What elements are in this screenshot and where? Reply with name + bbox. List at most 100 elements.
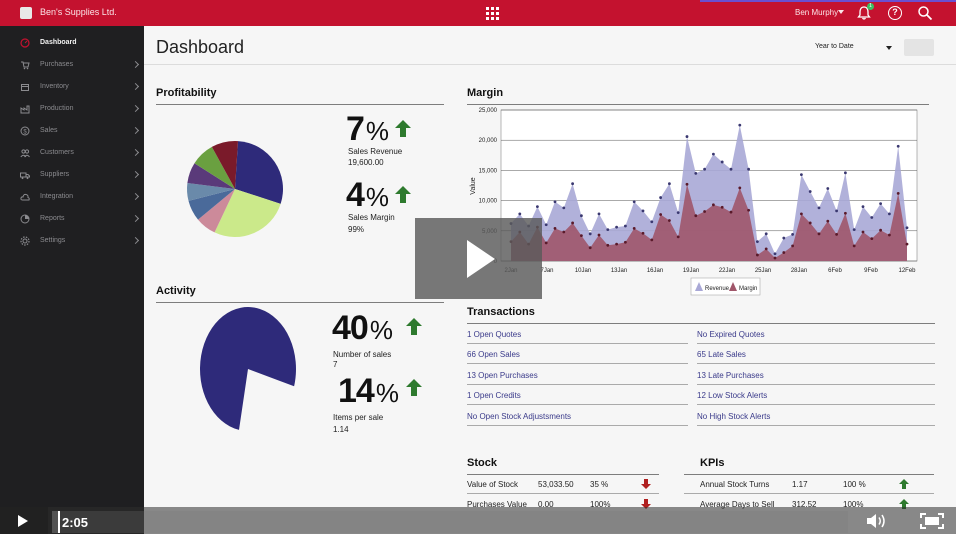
search-icon[interactable] [917,5,933,21]
margin-point [729,210,733,214]
number-of-sales-label: Number of sales [333,350,392,359]
late-sales-link[interactable]: 65 Late Sales [697,350,746,359]
sidebar-item-dashboard[interactable]: Dashboard [0,32,144,54]
people-icon [20,149,30,158]
margin-point [659,213,662,216]
revenue-point [659,196,662,199]
up-arrow-icon [395,120,411,137]
sales-revenue-label: Sales Revenue [348,147,403,156]
open-sales-link[interactable]: 66 Open Sales [467,350,520,359]
expired-quotes-link[interactable]: No Expired Quotes [697,330,765,339]
play-button[interactable] [0,507,48,534]
y-tick-label: 25,000 [479,108,498,114]
sidebar-item-reports[interactable]: Reports [0,208,144,230]
sidebar-item-inventory[interactable]: Inventory [0,76,144,98]
chevron-right-icon [131,126,140,135]
open-credits-link[interactable]: 1 Open Credits [467,391,521,400]
sidebar-item-customers[interactable]: Customers [0,142,144,164]
divider [467,493,659,494]
help-icon[interactable]: ? [888,6,902,20]
up-arrow-icon [406,318,422,335]
profitability-pie-chart [187,141,283,237]
video-play-overlay[interactable] [415,218,542,299]
options-button[interactable] [904,39,934,56]
chevron-right-icon [131,236,140,245]
margin-point [861,230,865,234]
margin-point [888,233,891,237]
chevron-right-icon [131,104,140,113]
y-tick-label: 20,000 [479,138,498,144]
revenue-point [588,232,592,236]
bell-icon[interactable] [856,5,872,21]
revenue-point [747,167,750,171]
high-stock-alerts-link[interactable]: No High Stock Alerts [697,412,771,421]
margin-point [870,237,874,241]
company-name[interactable]: Ben's Supplies Ltd. [40,7,117,17]
box-icon [21,84,29,91]
kpi-row-value: 312.52 [792,500,817,509]
chevron-right-icon [131,214,140,223]
sidebar-item-purchases[interactable]: Purchases [0,54,144,76]
revenue-point [668,182,671,186]
open-stock-adjustments-link[interactable]: No Open Stock Adjustsments [467,412,572,421]
app-grid-icon[interactable] [486,7,499,20]
margin-point [844,211,847,215]
x-tick-label: 9Feb [864,268,878,274]
chevron-down-icon[interactable] [886,46,892,50]
sidebar-item-production[interactable]: Production [0,98,144,120]
user-menu[interactable]: Ben Murphy [795,8,839,17]
video-progress-bar[interactable] [52,511,848,533]
sidebar-item-label: Integration [40,193,74,200]
open-purchases-link[interactable]: 13 Open Purchases [467,371,538,380]
margin-point [896,191,900,195]
x-tick-label: 19Jan [683,268,699,274]
chart-legend: Revenue Margin [690,277,761,296]
margin-point [606,243,610,247]
margin-point [791,244,794,248]
divider [467,104,929,105]
revenue-point [553,200,557,204]
margin-point [668,219,671,222]
fullscreen-icon[interactable] [920,513,944,529]
divider [697,363,935,364]
chevron-right-icon [131,82,140,91]
sidebar-item-suppliers[interactable]: Suppliers [0,164,144,186]
revenue-point [773,252,777,256]
sidebar-item-integration[interactable]: Integration [0,186,144,208]
chevron-down-icon[interactable] [838,10,844,14]
late-purchases-link[interactable]: 13 Late Purchases [697,371,764,380]
x-tick-label: 22Jan [719,268,735,274]
revenue-point [703,167,706,171]
margin-point [615,242,618,246]
x-tick-label: 25Jan [755,268,771,274]
revenue-point [694,172,698,175]
divider [697,384,935,385]
sidebar-item-sales[interactable]: $ Sales [0,120,144,142]
kpi-row-label: Annual Stock Turns [700,480,770,489]
low-stock-alerts-link[interactable]: 12 Low Stock Alerts [697,391,768,400]
revenue-point [764,232,768,236]
x-tick-label: 10Jan [575,268,591,274]
y-tick-label: 15,000 [479,168,498,174]
divider [467,425,688,426]
sales-revenue-value: 19,600.00 [348,158,384,167]
margin-point [773,256,777,260]
margin-point [756,253,759,257]
sales-revenue-percent: 7% [346,110,389,148]
volume-icon[interactable] [866,513,888,529]
pie-slice [194,146,235,189]
sidebar-item-label: Sales [40,127,58,134]
revenue-point [826,187,830,190]
open-quotes-link[interactable]: 1 Open Quotes [467,330,522,339]
company-logo-icon[interactable] [20,7,32,19]
divider [467,343,688,344]
revenue-point [650,220,654,224]
revenue-point [861,205,865,209]
period-select[interactable]: Year to Date [815,43,854,50]
chevron-right-icon [131,192,140,201]
margin-point [764,247,768,251]
sidebar-item-settings[interactable]: Settings [0,230,144,252]
margin-point [544,241,548,245]
revenue-point [729,167,733,171]
margin-point [676,235,680,239]
